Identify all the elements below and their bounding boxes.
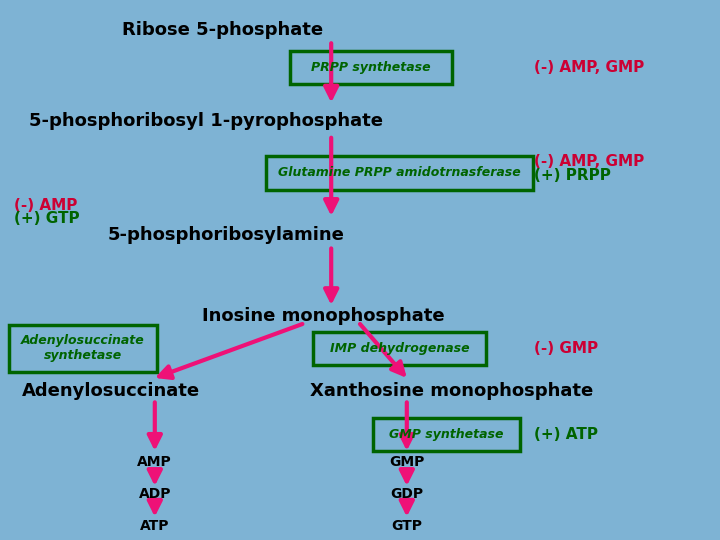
Text: Xanthosine monophosphate: Xanthosine monophosphate (310, 382, 593, 401)
Text: Adenylosuccinate
synthetase: Adenylosuccinate synthetase (21, 334, 145, 362)
Text: (+) PRPP: (+) PRPP (534, 168, 611, 183)
Text: (-) GMP: (-) GMP (534, 341, 598, 356)
Text: Glutamine PRPP amidotrnasferase: Glutamine PRPP amidotrnasferase (278, 166, 521, 179)
Text: (-) AMP, GMP: (-) AMP, GMP (534, 60, 644, 75)
Text: Adenylosuccinate: Adenylosuccinate (22, 382, 199, 401)
Text: IMP dehydrogenase: IMP dehydrogenase (330, 342, 469, 355)
Text: ATP: ATP (140, 519, 169, 534)
Text: AMP: AMP (138, 455, 172, 469)
Text: Ribose 5-phosphate: Ribose 5-phosphate (122, 21, 323, 39)
FancyBboxPatch shape (266, 156, 533, 190)
Text: GTP: GTP (391, 519, 423, 534)
Text: (+) GTP: (+) GTP (14, 211, 80, 226)
Text: ADP: ADP (138, 487, 171, 501)
FancyBboxPatch shape (373, 418, 520, 451)
Text: 5-phosphoribosyl 1-pyrophosphate: 5-phosphoribosyl 1-pyrophosphate (29, 112, 383, 131)
Text: 5-phosphoribosylamine: 5-phosphoribosylamine (108, 226, 345, 244)
Text: (-) AMP: (-) AMP (14, 198, 78, 213)
Text: (+) ATP: (+) ATP (534, 427, 598, 442)
Text: (-) AMP, GMP: (-) AMP, GMP (534, 154, 644, 170)
Text: GMP synthetase: GMP synthetase (389, 428, 504, 441)
Text: GMP: GMP (389, 455, 425, 469)
FancyBboxPatch shape (289, 51, 452, 84)
Text: GDP: GDP (390, 487, 423, 501)
Text: PRPP synthetase: PRPP synthetase (311, 61, 431, 74)
FancyBboxPatch shape (313, 332, 486, 365)
Text: Inosine monophosphate: Inosine monophosphate (202, 307, 444, 325)
FancyBboxPatch shape (9, 325, 157, 372)
